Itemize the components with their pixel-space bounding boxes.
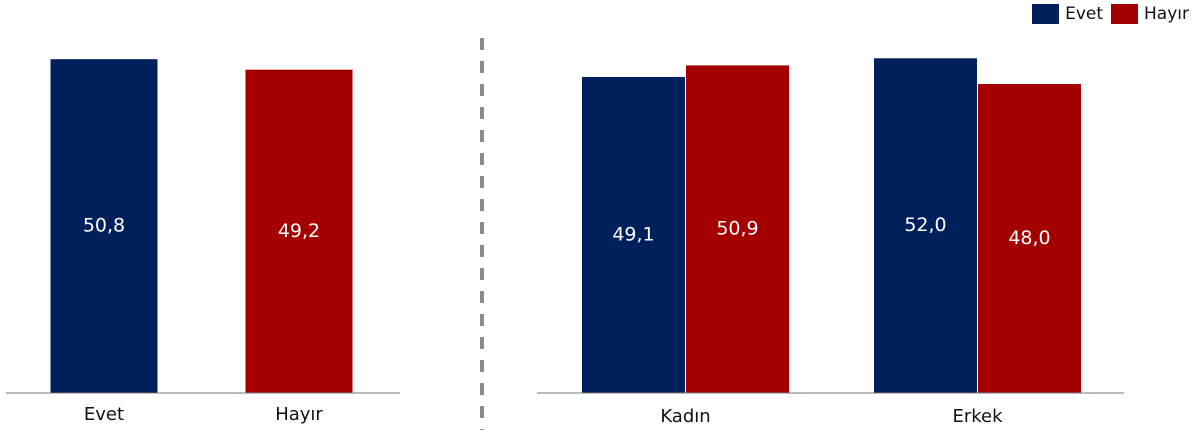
x-tick-label: Hayır (275, 404, 323, 425)
data-label: 50,9 (716, 218, 758, 240)
bar-evet (582, 76, 685, 394)
x-tick-label: Erkek (952, 406, 1003, 427)
legend-label-evet: Evet (1065, 4, 1104, 24)
data-label: 48,0 (1008, 227, 1050, 249)
bar-hayir (978, 84, 1081, 394)
bar-evet (874, 58, 977, 393)
legend-swatch-hayir (1111, 4, 1139, 24)
data-label: 52,0 (904, 214, 946, 236)
x-tick-label: Kadın (660, 406, 710, 427)
data-label: 50,8 (83, 215, 125, 237)
legend-swatch-evet (1032, 4, 1060, 24)
legend-item-evet: Evet (1032, 4, 1103, 24)
bar-hayir (686, 65, 789, 394)
legend: Evet Hayır (1024, 4, 1189, 24)
data-label: 49,2 (278, 220, 320, 242)
legend-label-hayir: Hayır (1144, 4, 1189, 24)
x-tick-label: Evet (84, 404, 124, 425)
data-label: 49,1 (612, 223, 654, 245)
bar-evet (50, 59, 158, 394)
bar-hayir (245, 69, 353, 393)
legend-item-hayir: Hayır (1111, 4, 1189, 24)
